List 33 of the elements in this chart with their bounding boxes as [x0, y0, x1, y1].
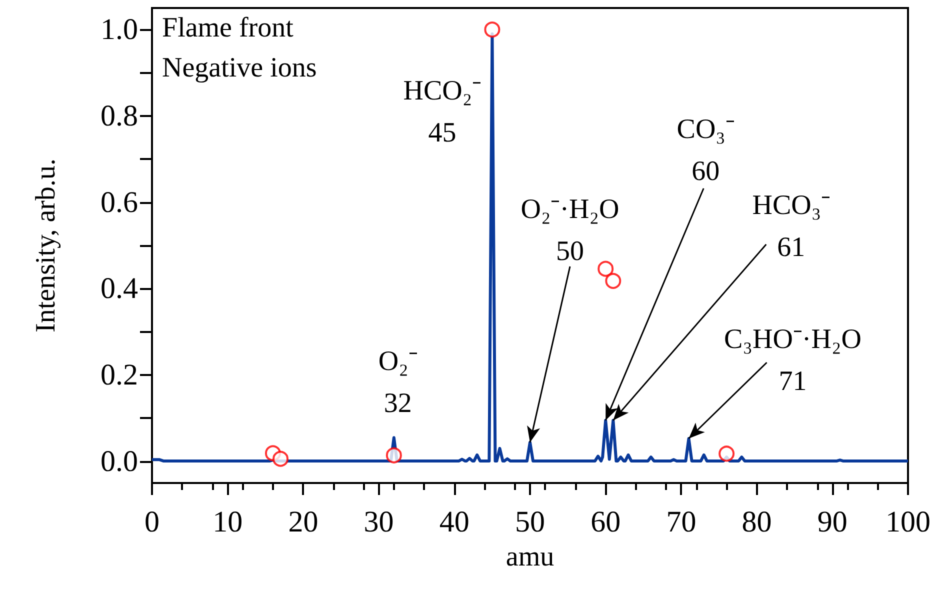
y-tick-label: 0.4 [100, 272, 138, 306]
point [484, 22, 500, 38]
point [386, 447, 402, 464]
y-axis-title: Intensity, arb.u. [30, 158, 62, 332]
x-tick-label: 70 [666, 506, 696, 538]
annotation: O₂⁻·H₂O 50 [520, 194, 620, 267]
annotation: C₃HO⁻·H₂O 71 [724, 324, 862, 398]
x-tick-label: 50 [515, 506, 545, 538]
y-tick-label: 0.6 [100, 186, 138, 219]
x-tick-label: 20 [288, 506, 318, 538]
annotation: Flame front [162, 12, 294, 44]
x-tick-label: 10 [212, 506, 243, 538]
y-tick-label: 1.0 [100, 13, 138, 46]
x-tick-label: 60 [590, 506, 621, 538]
point [272, 450, 289, 467]
annotation: HCO₃⁻ 61 [752, 190, 830, 263]
annotation: O₂⁻ 32 [378, 346, 418, 420]
x-tick-label: 30 [364, 506, 394, 538]
point [605, 272, 622, 289]
x-axis-title: amu [506, 542, 554, 572]
point [718, 446, 735, 462]
x-tick-label: 90 [817, 506, 848, 538]
x-tick-label: 40 [439, 506, 470, 538]
x-tick-label: 100 [886, 506, 930, 538]
y-tick-label: 0.8 [100, 99, 138, 132]
annotation: HCO₂⁻ 45 [403, 75, 482, 148]
x-tick-label: 0 [144, 506, 160, 538]
annotation: Negative ions [162, 52, 317, 84]
x-tick-label: 80 [742, 506, 772, 538]
y-tick-label: 0.0 [100, 444, 138, 478]
annotation: CO₃⁻ 60 [676, 114, 734, 187]
y-tick-label: 0.2 [100, 358, 138, 392]
point [598, 260, 614, 277]
